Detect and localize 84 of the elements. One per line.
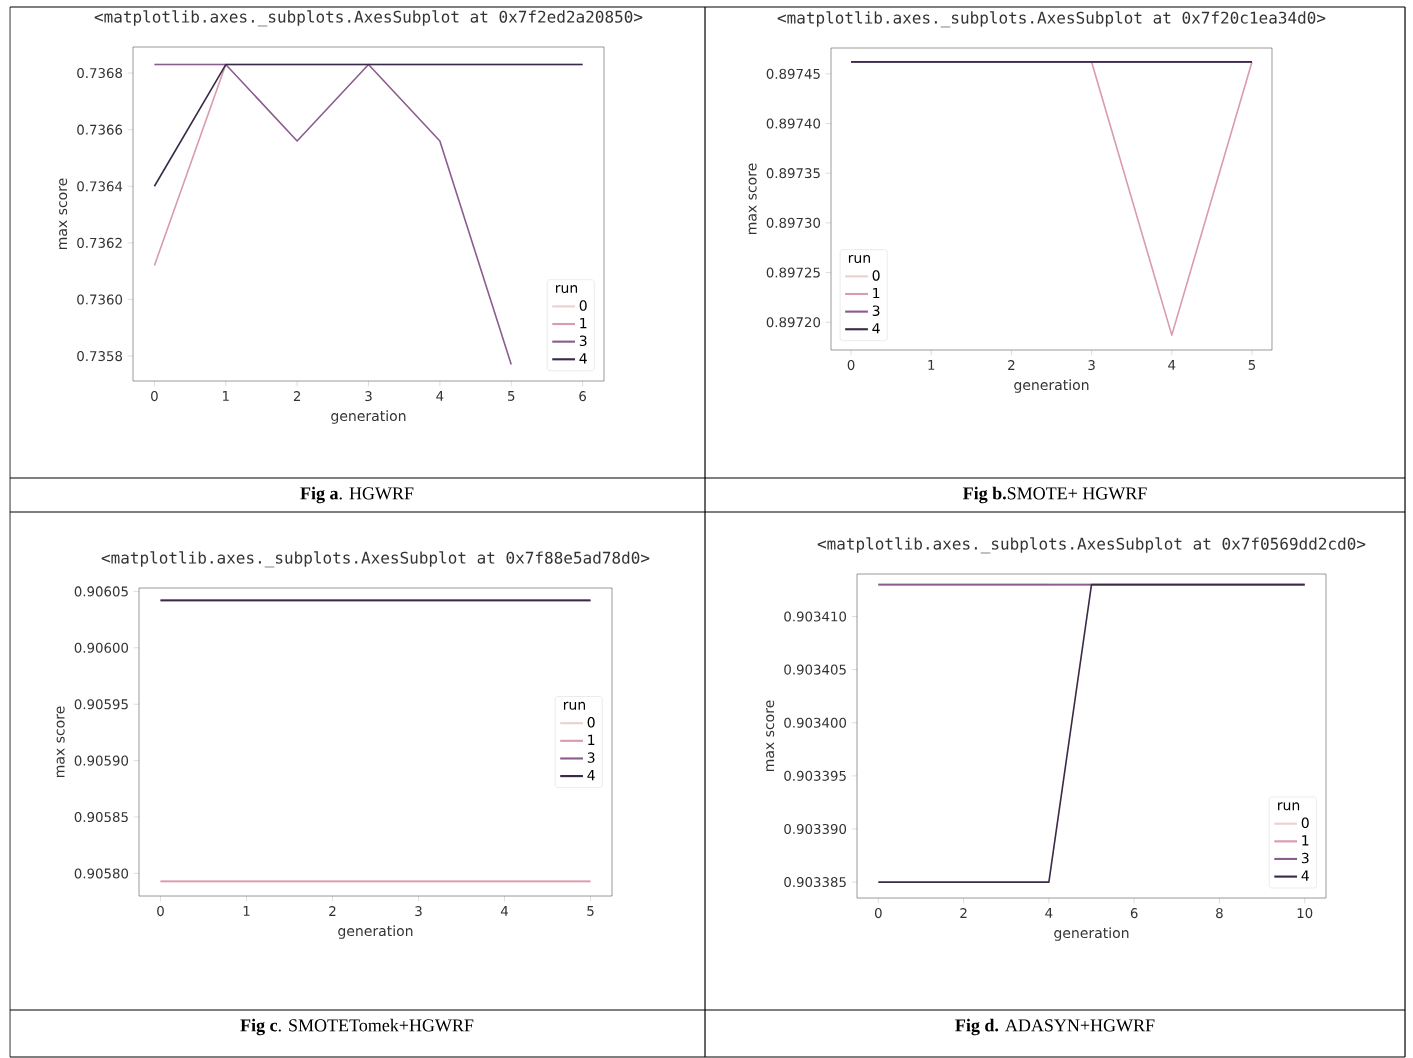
legend-title: run bbox=[556, 285, 578, 294]
y-axis-title: max score bbox=[56, 706, 65, 778]
legend-label: 0 bbox=[1301, 817, 1309, 829]
x-tick-label: 8 bbox=[1216, 908, 1223, 919]
y-tick-label: 0.89720 bbox=[766, 317, 821, 328]
y-axis-title: max score bbox=[748, 163, 757, 235]
legend-label: 1 bbox=[873, 287, 880, 299]
legend-label: 1 bbox=[1302, 835, 1309, 846]
legend-label: 0 bbox=[587, 717, 595, 728]
y-tick-label: 0.89740 bbox=[766, 118, 821, 129]
chart-title: <matplotlib.axes._subplots.AxesSubplot at 0x7f20c1ea34d0> bbox=[777, 11, 1326, 28]
text: Fig a. HGWRF bbox=[300, 486, 414, 504]
y-tick-label: 0.90590 bbox=[74, 755, 129, 766]
y-tick-label: 0.90600 bbox=[74, 642, 129, 653]
x-tick-label: 0 bbox=[874, 908, 882, 919]
x-tick-label: 5 bbox=[1248, 360, 1256, 370]
legend-label: 3 bbox=[579, 335, 587, 347]
x-tick-label: 4 bbox=[436, 391, 444, 401]
y-tick-label: 0.7366 bbox=[77, 124, 123, 135]
x-axis-title: generation bbox=[1014, 379, 1089, 393]
y-tick-label: 0.90585 bbox=[74, 811, 128, 823]
x-tick-label: 3 bbox=[365, 391, 372, 402]
text: Fig b.SMOTE+ HGWRF bbox=[962, 486, 1147, 504]
x-tick-label: 1 bbox=[928, 360, 935, 370]
x-tick-label: 2 bbox=[960, 908, 967, 918]
x-tick-label: 1 bbox=[243, 906, 250, 916]
legend-title: run bbox=[1278, 802, 1300, 811]
y-tick-label: 0.90605 bbox=[74, 586, 128, 597]
x-tick-label: 6 bbox=[1130, 908, 1138, 919]
y-tick-label: 0.7368 bbox=[77, 67, 123, 79]
y-tick-label: 0.7358 bbox=[77, 351, 123, 362]
y-tick-label: 0.903400 bbox=[784, 717, 847, 728]
legend-label: 3 bbox=[587, 752, 595, 763]
legend-label: 0 bbox=[872, 270, 880, 281]
chart-title: <matplotlib.axes._subplots.AxesSubplot at 0x7f88e5ad78d0> bbox=[101, 551, 650, 568]
legend-label: 3 bbox=[872, 305, 880, 316]
x-tick-label: 2 bbox=[329, 906, 336, 916]
y-axis-title: max score bbox=[59, 178, 68, 250]
y-tick-label: 0.7364 bbox=[77, 181, 123, 192]
y-tick-label: 0.90580 bbox=[74, 868, 129, 879]
text: Fig c. SMOTETomek+HGWRF bbox=[240, 1018, 474, 1036]
legend-label: 3 bbox=[1301, 852, 1309, 864]
x-tick-label: 3 bbox=[1088, 360, 1095, 371]
x-tick-label: 5 bbox=[587, 906, 594, 916]
legend-label: 0 bbox=[579, 300, 587, 311]
x-tick-label: 5 bbox=[508, 391, 515, 401]
y-tick-label: 0.89735 bbox=[766, 168, 820, 179]
legend-title: run bbox=[848, 254, 870, 264]
x-tick-label: 0 bbox=[157, 906, 164, 917]
chart-title: <matplotlib.axes._subplots.AxesSubplot at 0x7f2ed2a20850> bbox=[94, 10, 643, 27]
x-axis-title: generation bbox=[1054, 927, 1129, 941]
x-tick-label: 0 bbox=[847, 360, 855, 371]
legend-label: 4 bbox=[1301, 870, 1309, 881]
x-tick-label: 4 bbox=[1045, 908, 1053, 918]
y-tick-label: 0.903390 bbox=[784, 823, 847, 835]
y-tick-label: 0.903410 bbox=[784, 611, 847, 622]
x-tick-label: 10 bbox=[1297, 908, 1313, 919]
x-tick-label: 2 bbox=[293, 391, 301, 401]
x-tick-label: 3 bbox=[415, 906, 422, 917]
y-tick-label: 0.903405 bbox=[784, 664, 846, 675]
x-tick-label: 1 bbox=[223, 391, 229, 401]
y-tick-label: 0.7360 bbox=[77, 294, 123, 305]
y-tick-label: 0.7362 bbox=[77, 237, 122, 248]
x-tick-label: 2 bbox=[1008, 360, 1015, 370]
legend-label: 4 bbox=[872, 323, 880, 334]
legend-label: 1 bbox=[588, 734, 595, 745]
x-axis-title: generation bbox=[331, 410, 406, 424]
text: Fig d. ADASYN+HGWRF bbox=[955, 1018, 1155, 1036]
y-tick-label: 0.89725 bbox=[766, 267, 820, 278]
x-tick-label: 4 bbox=[1168, 360, 1176, 370]
chart-title: <matplotlib.axes._subplots.AxesSubplot at 0x7f0569dd2cd0> bbox=[817, 537, 1366, 554]
legend-title: run bbox=[563, 701, 585, 710]
y-axis-title: max score bbox=[766, 700, 775, 772]
x-axis-title: generation bbox=[338, 925, 413, 939]
y-tick-label: 0.89745 bbox=[766, 68, 820, 79]
legend-label: 4 bbox=[587, 769, 595, 781]
x-tick-label: 4 bbox=[500, 906, 508, 916]
y-tick-label: 0.90595 bbox=[74, 699, 128, 710]
x-tick-label: 6 bbox=[579, 391, 586, 402]
y-tick-label: 0.89730 bbox=[766, 217, 821, 228]
y-tick-label: 0.903385 bbox=[784, 877, 846, 888]
y-tick-label: 0.903395 bbox=[784, 770, 846, 781]
x-tick-label: 0 bbox=[151, 391, 158, 402]
legend-label: 1 bbox=[580, 317, 587, 329]
